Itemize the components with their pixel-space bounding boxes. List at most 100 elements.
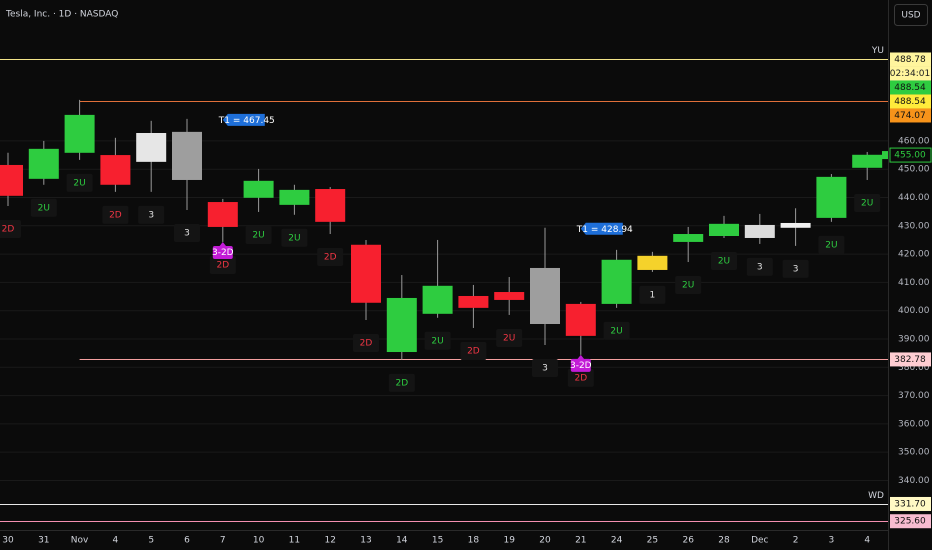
x-tick-label: 25 — [647, 536, 658, 546]
annotation-box — [222, 113, 265, 126]
pattern-label-bg — [711, 251, 737, 270]
price-tag-label: 474.07 — [894, 111, 926, 121]
pattern-label-bg — [66, 173, 93, 192]
currency-button[interactable] — [894, 4, 928, 26]
x-tick-label: 31 — [38, 536, 49, 546]
candle-body — [351, 244, 381, 303]
tag-pointer — [218, 241, 227, 247]
pattern-tag — [212, 245, 233, 259]
x-tick-label: 28 — [718, 536, 730, 546]
y-tick-label: 400.00 — [898, 306, 930, 316]
price-tag — [889, 147, 932, 163]
currency-label[interactable]: USD — [901, 11, 920, 21]
pattern-label: 2U — [252, 230, 264, 240]
price-marker — [882, 151, 888, 160]
pattern-label-bg — [782, 259, 809, 278]
candle-body — [637, 255, 668, 270]
y-tick-label: 430.00 — [898, 221, 930, 231]
pattern-label: 2U — [861, 198, 873, 208]
candle-body — [709, 223, 739, 236]
countdown: 02:34:01 — [890, 69, 930, 79]
y-tick-label: 370.00 — [898, 391, 930, 401]
price-tag-label: 331.70 — [894, 499, 926, 509]
candle-body — [207, 202, 238, 227]
candle-body — [744, 224, 775, 238]
tag-pointer — [576, 354, 585, 360]
candle-body — [279, 189, 310, 205]
pattern-label-bg — [317, 248, 344, 267]
pattern-label-bg — [174, 223, 200, 242]
candle-body — [530, 267, 560, 324]
price-tag-label: 488.54 — [894, 83, 926, 93]
pattern-label: 3 — [148, 210, 154, 220]
symbol-title: Tesla, Inc. · 1D · NASDAQ — [5, 10, 118, 20]
candle-body — [494, 292, 525, 300]
y-tick-label: 360.00 — [898, 419, 930, 429]
pattern-label: 2U — [718, 256, 730, 266]
x-tick-label: 4 — [113, 536, 119, 546]
pattern-label-bg — [460, 341, 487, 360]
x-tick-label: 15 — [432, 536, 443, 546]
x-tick-label: 18 — [468, 536, 480, 546]
x-tick-label: 20 — [539, 536, 551, 546]
pattern-label: 2D — [216, 260, 229, 270]
annotation-box — [580, 222, 623, 235]
price-tag — [890, 94, 931, 109]
price-tag — [890, 66, 931, 81]
pattern-label-bg — [388, 373, 415, 392]
candle-body — [136, 132, 167, 162]
x-tick-label: 19 — [503, 536, 515, 546]
price-tag-label: 455.00 — [894, 151, 926, 161]
candle-body — [852, 154, 883, 168]
pattern-label-bg — [245, 225, 272, 244]
candle-body — [100, 155, 131, 185]
y-tick-label: 380.00 — [898, 363, 930, 373]
candle-body — [315, 189, 346, 222]
pattern-label: 2U — [288, 233, 300, 243]
pattern-label: 2D — [2, 225, 15, 235]
pattern-label: 1 — [650, 290, 656, 300]
x-tick-label: 12 — [324, 536, 335, 546]
y-tick-label: 440.00 — [898, 193, 930, 203]
pattern-label: 2D — [109, 210, 122, 220]
x-tick-label: 2 — [793, 536, 799, 546]
candle-body — [816, 176, 847, 218]
candle-body — [172, 131, 202, 180]
pattern-label-bg — [818, 235, 845, 254]
pattern-label: 2D — [395, 378, 408, 388]
price-tag — [890, 352, 931, 367]
pattern-label: 2U — [503, 333, 515, 343]
pattern-label: 3 — [757, 262, 763, 272]
pattern-label-bg — [639, 285, 666, 304]
annotation-text: T1 = 428.94 — [576, 225, 633, 235]
price-tag — [890, 52, 931, 67]
pattern-label: 2D — [574, 373, 587, 383]
x-tick-label: 24 — [611, 536, 623, 546]
pattern-label-bg — [0, 220, 21, 239]
pattern-label-bg — [532, 358, 558, 377]
candle-body — [0, 164, 23, 196]
y-tick-label: 340.00 — [898, 476, 930, 486]
x-tick-label: 5 — [148, 536, 154, 546]
pattern-label-bg — [209, 255, 236, 274]
pattern-label-bg — [746, 257, 773, 276]
pattern-label: 2U — [431, 336, 443, 346]
x-tick-label: 14 — [396, 536, 408, 546]
price-tag-label: 382.78 — [894, 355, 926, 365]
x-tick-label: 30 — [2, 536, 14, 546]
pattern-label: 3 — [793, 264, 799, 274]
pattern-label: 2D — [324, 253, 337, 263]
pattern-label-bg — [102, 205, 129, 224]
pattern-label: 2U — [73, 178, 85, 188]
y-tick-label: 350.00 — [898, 448, 930, 458]
x-tick-label: 4 — [864, 536, 870, 546]
pattern-label-bg — [281, 228, 308, 247]
price-tag-label: 325.60 — [894, 517, 926, 527]
x-tick-label: 21 — [575, 536, 586, 546]
price-tag-label: 488.54 — [894, 97, 926, 107]
annotation-text: T1 = 467.45 — [218, 116, 275, 126]
price-tag — [890, 108, 931, 123]
pattern-label: 3 — [542, 363, 548, 373]
candle-body — [673, 234, 704, 242]
